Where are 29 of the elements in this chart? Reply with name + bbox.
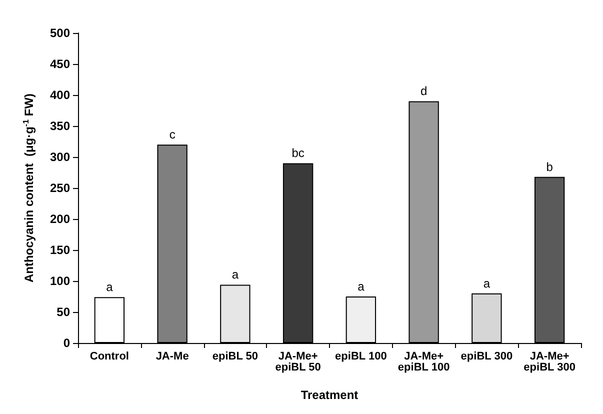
- y-tick-label: 50: [56, 305, 70, 319]
- x-tick-label: JA-Me+ epiBL 50: [275, 350, 321, 374]
- annotation: a: [232, 268, 239, 282]
- x-tick-label: epiBL 50: [212, 350, 258, 362]
- y-tick-label: 300: [50, 150, 70, 164]
- x-tick-label: JA-Me: [156, 350, 189, 362]
- x-tick-label: epiBL 300: [460, 350, 513, 362]
- x-tick-label: Control: [90, 350, 129, 362]
- annotation: c: [169, 128, 176, 142]
- y-tick-label: 500: [50, 26, 70, 40]
- x-tick-label: JA-Me+ epiBL 300: [524, 350, 576, 374]
- y-tick-label: 400: [50, 88, 70, 102]
- annotation: a: [483, 276, 490, 290]
- y-tick-label: 0: [63, 336, 70, 350]
- y-tick-label: 350: [50, 119, 70, 133]
- annotation: a: [358, 280, 365, 294]
- y-tick-label: 250: [50, 181, 70, 195]
- y-tick-label: 150: [50, 243, 70, 257]
- annotation: bc: [292, 146, 304, 160]
- y-axis-title: Anthocyanin content (μg·g-1 FW): [22, 93, 36, 283]
- y-tick-label: 100: [50, 274, 70, 288]
- x-tick-label: epiBL 100: [335, 350, 387, 362]
- y-tick-label: 450: [50, 57, 70, 71]
- annotation: a: [106, 280, 114, 294]
- y-tick-label: 200: [50, 212, 70, 226]
- x-tick-label: JA-Me+ epiBL 100: [398, 350, 450, 374]
- annotation: b: [546, 160, 554, 174]
- annotation: d: [420, 84, 428, 98]
- x-axis-title: Treatment: [300, 388, 358, 402]
